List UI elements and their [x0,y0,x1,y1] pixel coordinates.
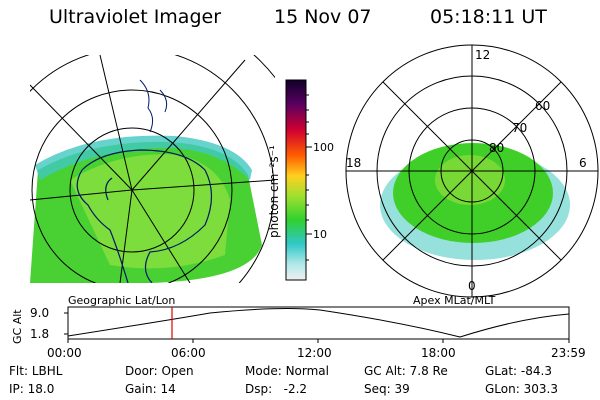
polar-plot-caption: Apex MLat/MLT [413,294,496,307]
colorbar-ticks [306,94,312,261]
geo-map-panel [30,55,275,283]
altitude-y-tick-label: 1.8 [30,327,49,341]
geo-aurora-inner [70,154,230,269]
info-glon: GLon: 303.3 [485,382,558,396]
geo-lat-circle [69,127,195,253]
colorbar-tick-100: 100 [313,141,334,154]
info-flt: Flt: LBHL [9,364,63,378]
info-dsp: Dsp: -2.2 [245,382,308,396]
altitude-plot-frame [67,306,570,340]
info-seq: Seq: 39 [364,382,410,396]
geo-map-caption: Geographic Lat/Lon [68,294,175,307]
geo-lon-line [30,189,133,201]
geo-lon-line [131,189,191,283]
polar-aurora-core [435,155,505,205]
lat-label-70: 70 [512,121,527,135]
mlt-label-0: 0 [468,279,476,293]
time-label: 05:18:11 UT [430,6,547,28]
info-door: Door: Open [125,364,194,378]
altitude-y-ticks [64,312,68,335]
polar-plot-panel: 12 18 6 0 60 70 80 [345,44,599,298]
altitude-curve [67,308,570,338]
info-mode: Mode: Normal [245,364,329,378]
geo-lon-line [131,179,275,191]
colorbar [285,79,307,281]
altitude-axis-title: GC Alt [11,309,24,344]
mlt-label-6: 6 [579,156,587,170]
info-gc-alt: GC Alt: 7.8 Re [364,364,448,378]
colorbar-unit-label: photon cm⁻²s⁻¹ [267,145,281,238]
geo-lon-line [30,84,133,191]
geo-coastline-north [139,79,168,133]
info-ip: IP: 18.0 [9,382,55,396]
geo-lat-circle [30,55,275,283]
altitude-plot: GC Alt 9.0 1.8 00:00 06:00 12:00 18:00 2… [11,306,586,360]
lat-label-80: 80 [489,141,504,155]
geo-lon-line [99,55,133,191]
altitude-x-tick-label: 00:00 [47,346,82,360]
geo-lon-line [131,59,246,191]
app-title: Ultraviolet Imager [49,6,222,28]
altitude-x-ticks [67,339,570,343]
geo-lat-circle [31,89,233,283]
altitude-x-tick-label: 06:00 [171,346,206,360]
mlt-label-18: 18 [346,156,361,170]
date-label: 15 Nov 07 [274,6,372,28]
polar-diagonal [382,81,562,261]
altitude-y-tick-label: 9.0 [30,306,49,320]
info-gain: Gain: 14 [125,382,176,396]
lat-label-60: 60 [535,99,550,113]
geo-lon-line [119,189,133,283]
colorbar-tick-10: 10 [313,228,327,241]
mlt-label-12: 12 [475,48,490,62]
altitude-x-tick-label: 12:00 [297,346,332,360]
geo-coastline [76,149,213,283]
altitude-x-tick-label: 18:00 [421,346,456,360]
info-glat: GLat: -84.3 [485,364,552,378]
altitude-x-tick-label: 23:59 [551,346,586,360]
